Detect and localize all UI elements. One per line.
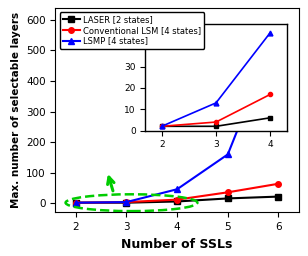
LSMP [4 states]	[277, 26, 280, 29]
LSMP [4 states]	[124, 200, 128, 204]
Conventional LSM [4 states]	[277, 182, 280, 185]
X-axis label: Number of SSLs: Number of SSLs	[121, 238, 233, 251]
Y-axis label: Max. number of selectable layers: Max. number of selectable layers	[10, 12, 21, 208]
LSMP [4 states]	[74, 201, 78, 204]
LASER [2 states]	[277, 195, 280, 198]
Conventional LSM [4 states]	[74, 201, 78, 204]
Line: LASER [2 states]: LASER [2 states]	[73, 194, 281, 206]
LASER [2 states]	[175, 200, 179, 203]
LASER [2 states]	[124, 201, 128, 204]
Conventional LSM [4 states]	[226, 191, 230, 194]
LSMP [4 states]	[175, 188, 179, 191]
Conventional LSM [4 states]	[124, 200, 128, 204]
Line: LSMP [4 states]: LSMP [4 states]	[72, 24, 282, 206]
LSMP [4 states]	[226, 153, 230, 156]
Line: Conventional LSM [4 states]: Conventional LSM [4 states]	[73, 181, 281, 206]
LASER [2 states]	[74, 201, 78, 204]
Legend: LASER [2 states], Conventional LSM [4 states], LSMP [4 states]: LASER [2 states], Conventional LSM [4 st…	[60, 12, 205, 49]
LASER [2 states]	[226, 197, 230, 200]
Conventional LSM [4 states]	[175, 198, 179, 201]
